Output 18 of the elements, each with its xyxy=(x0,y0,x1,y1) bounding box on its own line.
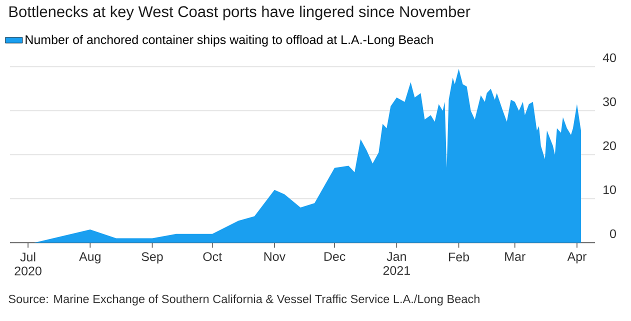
x-tick-label: Dec xyxy=(324,252,346,261)
y-tick-label: 40 xyxy=(602,53,616,62)
y-tick-label: 20 xyxy=(603,141,616,150)
x-tick-label: Jul 2020 xyxy=(14,252,42,276)
x-tick-label: Mar xyxy=(505,252,526,261)
x-tick-label: Apr xyxy=(567,252,586,264)
x-tick-label: Aug xyxy=(79,252,100,264)
x-tick-label: Oct xyxy=(203,252,222,262)
x-tick-label: Jan 2021 xyxy=(383,252,410,275)
x-tick-label: Sep xyxy=(142,252,163,264)
y-tick-label: 0 xyxy=(610,229,616,238)
y-tick-label: 30 xyxy=(603,97,616,106)
chart-title: Bottlenecks at key West Coast ports have lingered since November xyxy=(9,6,470,20)
legend-label: Number of anchored container ships waiting to offload at L.A.-Long Beach xyxy=(26,34,433,47)
x-tick-label: Feb xyxy=(449,252,470,262)
source-note: Source: Marine Exchange of Southern California & Vessel Traffic Service L.A./Long Beach xyxy=(8,294,480,306)
x-tick-label: Nov xyxy=(264,252,286,261)
y-tick-label: 10 xyxy=(604,185,616,194)
